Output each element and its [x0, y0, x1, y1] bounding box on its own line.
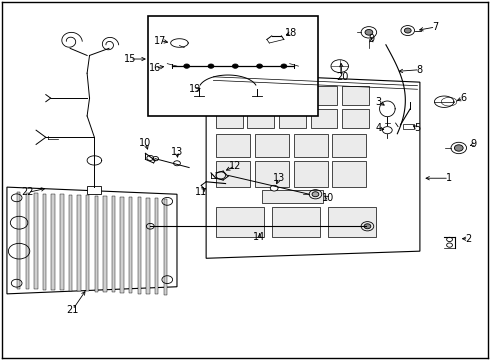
- Circle shape: [404, 28, 411, 33]
- Bar: [164, 198, 167, 294]
- Bar: [332, 161, 367, 187]
- Bar: [216, 86, 243, 105]
- Bar: [279, 109, 306, 129]
- Circle shape: [454, 145, 463, 151]
- Text: 17: 17: [154, 36, 166, 45]
- Text: 15: 15: [123, 54, 136, 64]
- Circle shape: [281, 64, 287, 68]
- Circle shape: [208, 64, 214, 68]
- Text: 10: 10: [139, 138, 151, 148]
- Circle shape: [184, 64, 190, 68]
- Bar: [247, 86, 274, 105]
- Text: 20: 20: [336, 72, 348, 82]
- Bar: [342, 109, 369, 129]
- Bar: [216, 207, 265, 237]
- Bar: [77, 195, 81, 291]
- Text: 13: 13: [171, 147, 183, 157]
- Text: 11: 11: [195, 187, 207, 197]
- Circle shape: [365, 30, 373, 35]
- Circle shape: [364, 224, 371, 229]
- Text: 9: 9: [368, 34, 374, 44]
- Text: 10: 10: [321, 193, 334, 203]
- Text: 22: 22: [22, 188, 34, 197]
- Text: 16: 16: [149, 63, 161, 73]
- Bar: [34, 193, 38, 289]
- Bar: [51, 194, 55, 290]
- Text: 4: 4: [375, 123, 382, 134]
- Bar: [255, 161, 289, 187]
- Bar: [87, 186, 101, 194]
- Circle shape: [257, 64, 263, 68]
- Text: 13: 13: [273, 173, 285, 183]
- Text: 18: 18: [285, 28, 297, 38]
- Bar: [60, 194, 64, 290]
- Bar: [328, 207, 376, 237]
- Bar: [311, 86, 337, 105]
- Bar: [155, 198, 158, 294]
- Bar: [262, 190, 323, 203]
- Bar: [25, 193, 29, 289]
- Text: 5: 5: [415, 123, 420, 134]
- Bar: [279, 86, 306, 105]
- Circle shape: [147, 156, 154, 161]
- Text: 1: 1: [446, 173, 452, 183]
- Text: 12: 12: [229, 161, 242, 171]
- Bar: [95, 195, 98, 292]
- Text: 2: 2: [466, 234, 471, 244]
- Bar: [129, 197, 132, 293]
- Text: 9: 9: [470, 139, 476, 149]
- Bar: [216, 134, 250, 157]
- Bar: [17, 193, 21, 288]
- Circle shape: [173, 161, 180, 166]
- Bar: [294, 134, 328, 157]
- Bar: [294, 161, 328, 187]
- Bar: [216, 109, 243, 129]
- Circle shape: [232, 64, 238, 68]
- Text: 19: 19: [189, 84, 201, 94]
- Text: 21: 21: [66, 305, 79, 315]
- Bar: [403, 124, 414, 129]
- Circle shape: [270, 185, 278, 191]
- Bar: [103, 196, 107, 292]
- Bar: [216, 161, 250, 187]
- Bar: [247, 109, 274, 129]
- Text: 7: 7: [432, 22, 439, 32]
- Bar: [148, 16, 318, 116]
- Text: 6: 6: [461, 93, 466, 103]
- Bar: [147, 198, 149, 294]
- Bar: [311, 109, 337, 129]
- Bar: [255, 134, 289, 157]
- Bar: [121, 197, 124, 293]
- Bar: [272, 207, 320, 237]
- Bar: [86, 195, 89, 291]
- Bar: [69, 195, 72, 291]
- Text: 14: 14: [253, 232, 266, 242]
- Bar: [332, 134, 367, 157]
- Text: 8: 8: [417, 65, 423, 75]
- Bar: [112, 196, 115, 292]
- Bar: [138, 197, 141, 293]
- Bar: [342, 86, 369, 105]
- Circle shape: [312, 192, 319, 197]
- Text: 3: 3: [375, 97, 382, 107]
- Bar: [43, 194, 46, 289]
